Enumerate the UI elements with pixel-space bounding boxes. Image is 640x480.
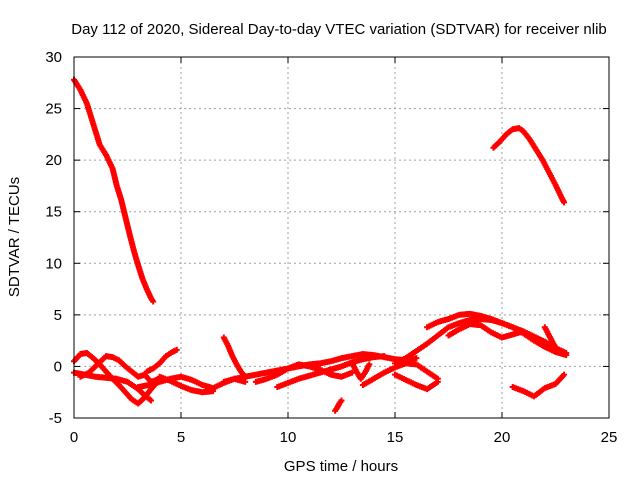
y-tick-label: 30 bbox=[45, 49, 62, 66]
series-arc-p bbox=[392, 371, 441, 393]
series-arc-m bbox=[332, 397, 345, 414]
data-point bbox=[381, 353, 388, 360]
series-arc-i bbox=[220, 334, 249, 380]
series-arc-t bbox=[509, 371, 568, 400]
data-point bbox=[520, 328, 527, 335]
plot-frame bbox=[73, 56, 610, 419]
x-tick-label: 15 bbox=[387, 429, 404, 446]
x-tick-label: 25 bbox=[601, 429, 618, 446]
data-point bbox=[349, 369, 356, 376]
y-tick-label: 15 bbox=[45, 204, 62, 221]
data-layer bbox=[71, 76, 570, 414]
data-point bbox=[561, 199, 568, 206]
data-point bbox=[563, 350, 570, 357]
data-point bbox=[561, 371, 568, 378]
y-tick-label: 10 bbox=[45, 255, 62, 272]
data-point bbox=[173, 346, 180, 353]
chart-title: Day 112 of 2020, Sidereal Day-to-day VTE… bbox=[71, 21, 607, 38]
x-tick-label: 20 bbox=[494, 429, 511, 446]
y-axis-label: SDTVAR / TECUs bbox=[6, 177, 23, 297]
series-arc-u bbox=[541, 324, 561, 354]
data-point bbox=[366, 361, 373, 368]
x-tick-label: 0 bbox=[70, 429, 78, 446]
y-tick-label: 5 bbox=[54, 307, 62, 324]
data-point bbox=[242, 378, 249, 385]
data-point bbox=[148, 397, 155, 404]
data-point bbox=[210, 388, 217, 395]
x-tick-label: 5 bbox=[177, 429, 185, 446]
data-point bbox=[338, 397, 345, 404]
series-arc-n bbox=[349, 360, 373, 382]
data-point bbox=[150, 298, 157, 305]
series-arc-a bbox=[71, 76, 157, 305]
data-point bbox=[554, 347, 561, 354]
series-arc-l bbox=[274, 353, 388, 391]
series-arc-h bbox=[156, 373, 217, 396]
series-arc-b bbox=[490, 125, 568, 206]
tick-layer: 0 5 10 15 20 25 -5 0 5 10 15 20 25 30 bbox=[45, 49, 617, 446]
y-tick-label: 25 bbox=[45, 101, 62, 118]
grid-layer bbox=[74, 57, 609, 418]
y-tick-label: -5 bbox=[49, 410, 62, 427]
data-point bbox=[434, 378, 441, 385]
x-tick-label: 10 bbox=[280, 429, 297, 446]
series-arc-s bbox=[445, 321, 527, 341]
y-tick-label: 0 bbox=[54, 358, 62, 375]
x-axis-label: GPS time / hours bbox=[284, 458, 398, 475]
series-arc-f bbox=[143, 346, 180, 375]
data-point bbox=[413, 355, 420, 362]
y-tick-label: 20 bbox=[45, 152, 62, 169]
